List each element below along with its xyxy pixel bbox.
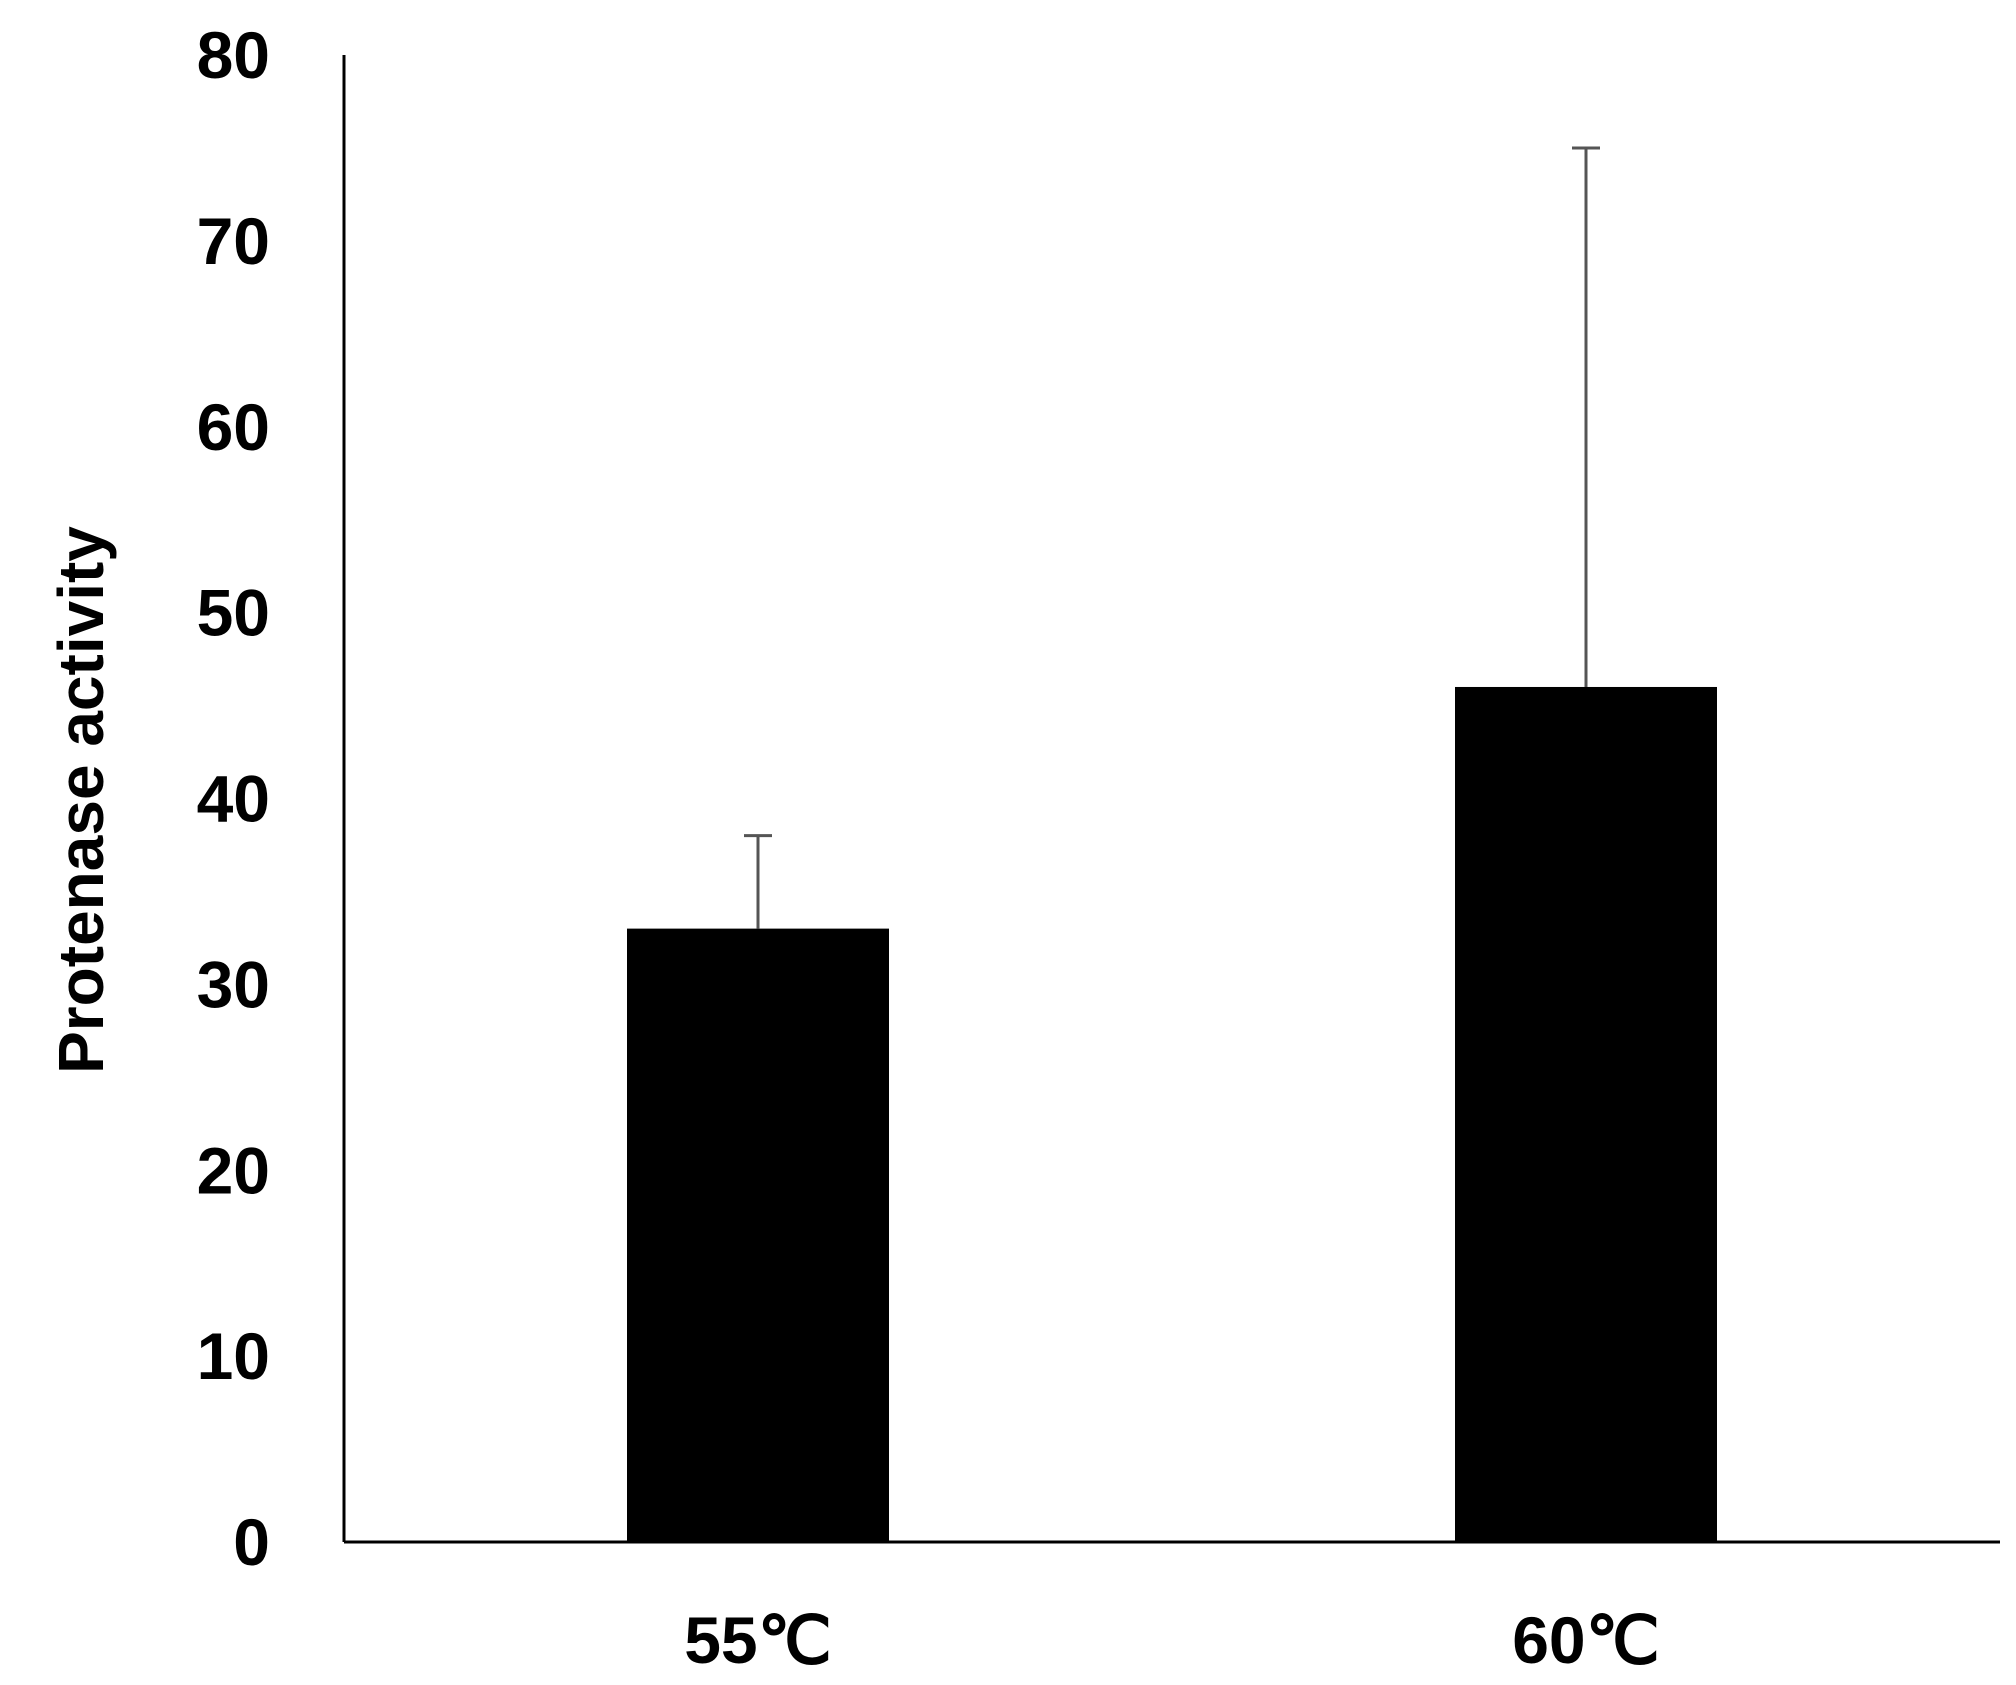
y-axis-title: Protenase activity bbox=[45, 526, 117, 1074]
y-tick-label: 70 bbox=[197, 204, 270, 278]
bar bbox=[627, 928, 889, 1542]
y-tick-label: 40 bbox=[197, 762, 270, 836]
y-tick-label: 80 bbox=[197, 18, 270, 92]
bars-group bbox=[627, 686, 1717, 1542]
y-tick-label: 50 bbox=[197, 576, 270, 650]
x-tick-label: 60℃ bbox=[1512, 1603, 1660, 1677]
x-tick-label: 55℃ bbox=[684, 1603, 832, 1677]
error-bars-group bbox=[744, 146, 1600, 929]
x-tick-labels: 55℃ 60℃ bbox=[684, 1603, 1660, 1677]
bar bbox=[1455, 686, 1717, 1542]
y-tick-label: 20 bbox=[197, 1133, 270, 1207]
y-tick-labels: 0 10 20 30 40 50 60 70 80 bbox=[197, 18, 270, 1579]
y-tick-label: 0 bbox=[233, 1505, 270, 1579]
y-tick-label: 10 bbox=[197, 1319, 270, 1393]
y-tick-label: 30 bbox=[197, 947, 270, 1021]
y-tick-label: 60 bbox=[197, 390, 270, 464]
